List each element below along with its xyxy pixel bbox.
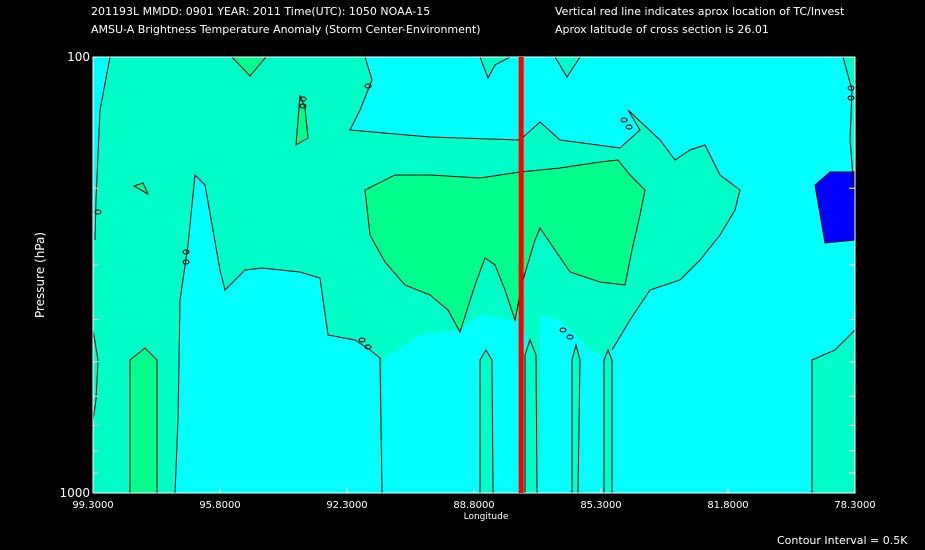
y-tick-labels: 100 1000: [59, 50, 90, 500]
x-tick-label: 92.3000: [326, 500, 367, 511]
contour-fill-teal-top-notch-2: [555, 57, 580, 77]
y-tick-label: 1000: [59, 486, 90, 500]
y-tick-label: 100: [67, 50, 90, 64]
x-tick-labels: 99.3000 95.8000 92.3000 88.8000 85.3000 81.80…: [72, 500, 875, 511]
contour-fill-teal-top-notch-1: [480, 57, 510, 78]
contour-fill-teal-col-1: [480, 350, 493, 493]
axis-ticks: [92, 187, 856, 493]
header-line2-left: AMSU-A Brightness Temperature Anomaly (S…: [91, 23, 481, 36]
contour-fill-teal-right-wedge: [812, 330, 855, 493]
x-tick-label: 88.8000: [453, 500, 494, 511]
contour-fill-cyan-upper: [350, 57, 855, 493]
contour-fill-teal-col-3: [572, 345, 580, 493]
x-tick-label: 81.8000: [707, 500, 748, 511]
contour-fill-green-core: [365, 160, 645, 332]
x-tick-label: 85.3000: [580, 500, 621, 511]
x-tick-label: 99.3000: [72, 500, 113, 511]
contour-fill-cyan-left: [175, 175, 382, 493]
header-line1-left: 201193L MMDD: 0901 YEAR: 2011 Time(UTC):…: [91, 5, 431, 18]
x-axis-label: Longitude: [464, 512, 509, 522]
contour-fills: [93, 57, 855, 493]
header-line2-right: Aprox latitude of cross section is 26.01: [555, 23, 769, 36]
contour-label-markers: [94, 83, 855, 350]
y-axis-label: Pressure (hPa): [33, 232, 47, 318]
contour-fill-green-tiny: [134, 183, 148, 194]
contour-fill-teal-col-4: [604, 350, 612, 493]
contour-fill-cyan-top-left: [93, 57, 110, 240]
x-tick-label: 95.8000: [199, 500, 240, 511]
header-line1-right: Vertical red line indicates aprox locati…: [555, 5, 845, 18]
contour-fill-blue: [815, 172, 855, 243]
x-tick-label: 78.3000: [834, 500, 875, 511]
contour-fill-green-top-notch: [232, 57, 266, 76]
contour-fill-cyan-col-a: [383, 315, 540, 493]
contour-interval-label: Contour Interval = 0.5K: [777, 534, 908, 547]
contour-fill-teal-col-2: [525, 340, 537, 493]
contour-fill-green-left-bar: [130, 348, 157, 493]
